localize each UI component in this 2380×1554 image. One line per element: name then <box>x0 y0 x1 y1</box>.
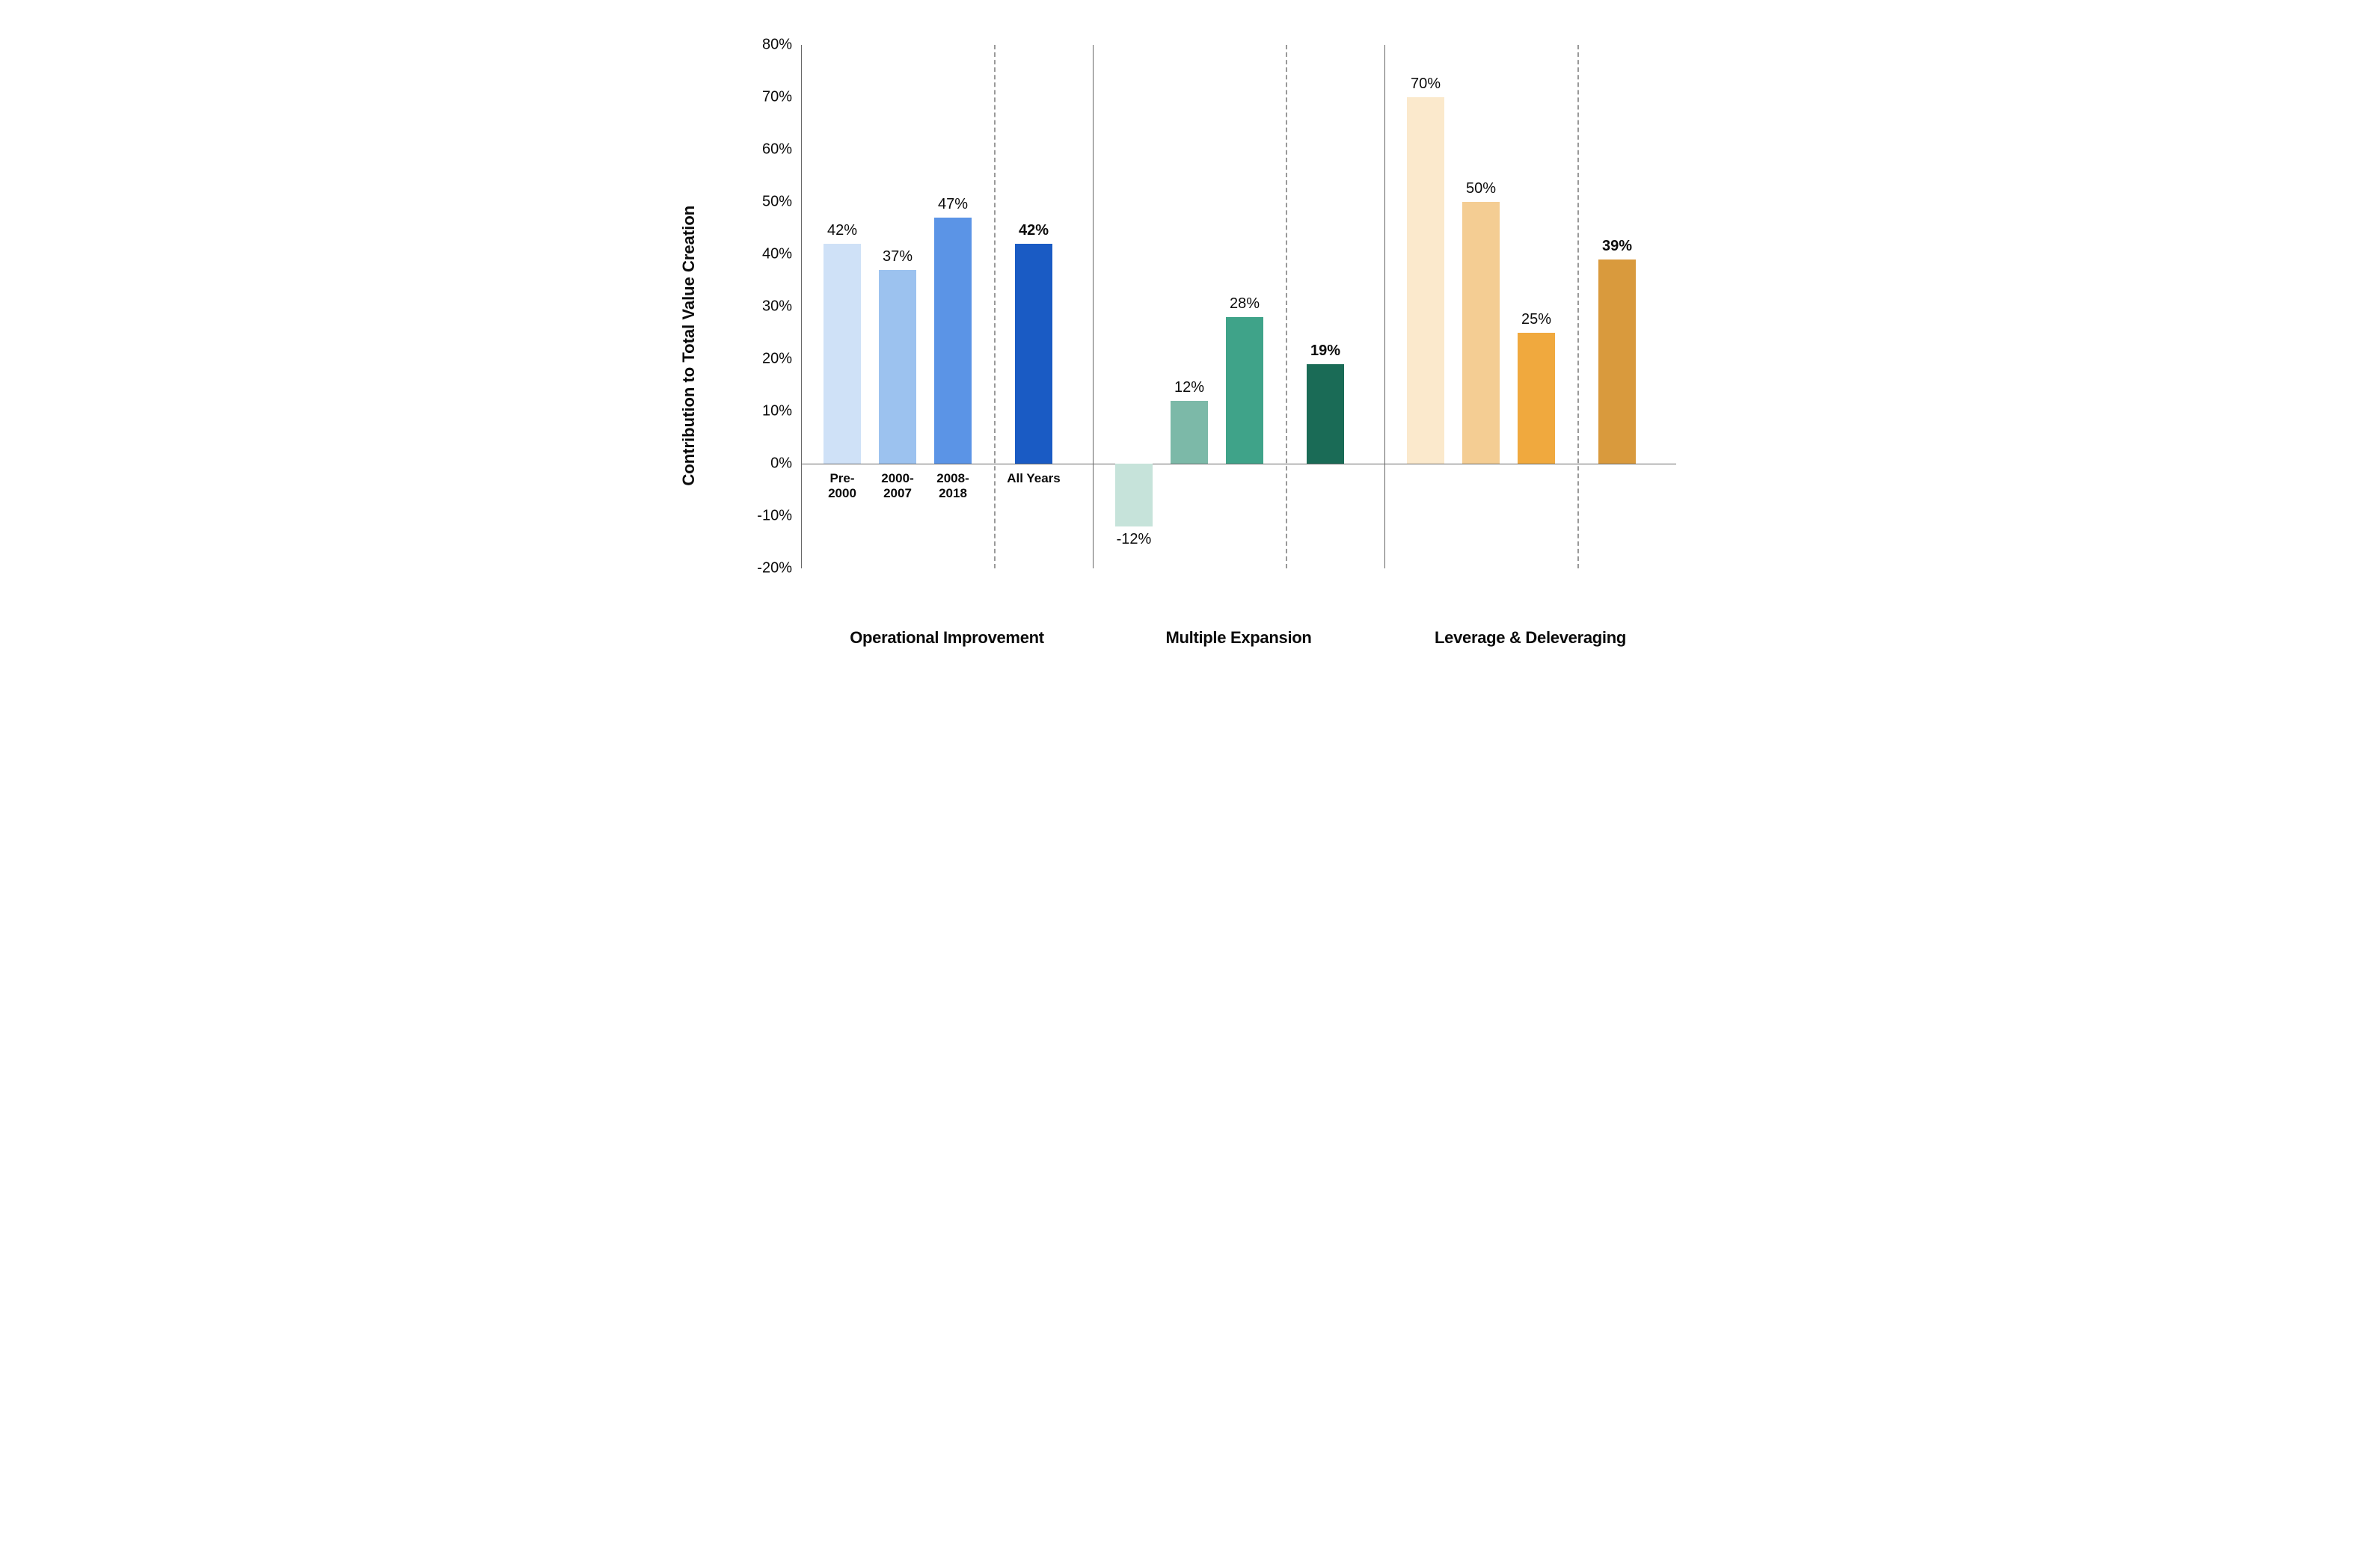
y-tick-label: 10% <box>762 403 801 420</box>
group-divider <box>1093 45 1094 568</box>
bar <box>1462 202 1500 464</box>
x-category-label: 2008-2018 <box>919 471 987 502</box>
y-tick-label: 70% <box>762 89 801 106</box>
bar-value-label: 19% <box>1310 343 1340 360</box>
y-tick-label: -20% <box>757 560 801 577</box>
y-tick-label: -10% <box>757 508 801 525</box>
y-axis-title: Contribution to Total Value Creation <box>679 206 699 486</box>
summary-divider <box>994 45 996 568</box>
bar <box>1171 401 1208 464</box>
bar <box>1115 464 1153 526</box>
bar <box>1598 259 1636 464</box>
bar-value-label: 42% <box>827 222 857 239</box>
x-category-label: All Years <box>1000 471 1067 486</box>
bar-value-label: 12% <box>1174 379 1204 396</box>
bar-value-label: 39% <box>1602 238 1632 255</box>
y-tick-label: 0% <box>770 455 801 473</box>
bar-value-label: 70% <box>1411 76 1441 93</box>
bar-value-label: 47% <box>938 196 968 213</box>
bar-value-label: 25% <box>1521 311 1551 328</box>
bar-value-label: -12% <box>1117 531 1152 548</box>
bar <box>1307 364 1344 464</box>
bar <box>824 244 861 464</box>
y-tick-label: 50% <box>762 194 801 211</box>
bar-value-label: 37% <box>883 248 913 265</box>
y-tick-label: 40% <box>762 246 801 263</box>
bar <box>1518 333 1555 464</box>
bar-value-label: 42% <box>1019 222 1049 239</box>
y-tick-label: 80% <box>762 37 801 54</box>
y-axis-line <box>801 45 802 568</box>
y-tick-label: 60% <box>762 141 801 159</box>
bar <box>1226 317 1263 464</box>
group-title: Leverage & Deleveraging <box>1435 628 1626 648</box>
summary-divider <box>1286 45 1287 568</box>
bar <box>1015 244 1052 464</box>
bar <box>1407 97 1444 464</box>
plot-area: -20%-10%0%10%20%30%40%50%60%70%80%42%Pre… <box>801 45 1676 568</box>
bar <box>934 218 972 464</box>
bar <box>879 270 916 464</box>
group-divider <box>1384 45 1385 568</box>
group-title: Operational Improvement <box>850 628 1044 648</box>
y-tick-label: 20% <box>762 351 801 368</box>
bar-value-label: 28% <box>1230 295 1260 313</box>
bar-value-label: 50% <box>1466 180 1496 197</box>
y-tick-label: 30% <box>762 298 801 316</box>
value-creation-chart: Contribution to Total Value Creation -20… <box>681 15 1699 688</box>
summary-divider <box>1577 45 1579 568</box>
group-title: Multiple Expansion <box>1165 628 1311 648</box>
